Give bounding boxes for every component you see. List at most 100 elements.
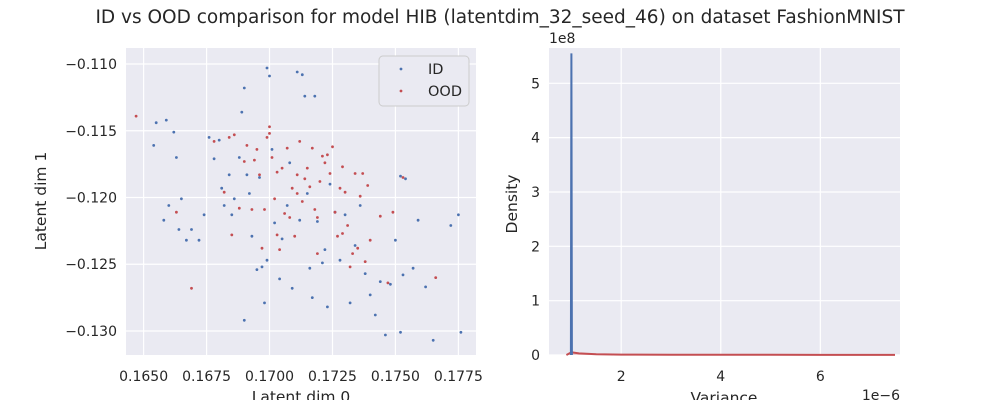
density-y-tick-label: 0 — [531, 348, 540, 364]
density-grid — [549, 48, 900, 356]
scatter-x-tick-label: 0.1675 — [182, 369, 231, 385]
point-ood — [227, 136, 231, 139]
point-ood — [134, 114, 138, 118]
point-ood — [278, 248, 281, 252]
point-ood — [353, 172, 357, 175]
density-y-tick-label: 5 — [531, 76, 540, 92]
legend-marker-id — [399, 67, 403, 71]
point-id — [389, 282, 392, 286]
point-id — [401, 273, 405, 277]
point-id — [265, 66, 269, 70]
point-ood — [263, 208, 266, 211]
point-ood — [230, 233, 234, 237]
density-x-tick-label: 6 — [816, 369, 825, 385]
point-ood — [310, 146, 314, 150]
point-ood — [303, 177, 307, 181]
point-id — [180, 197, 183, 201]
point-ood — [250, 208, 254, 211]
point-id — [431, 338, 435, 342]
density-y-multiplier: 1e8 — [549, 31, 575, 47]
scatter-points — [134, 66, 463, 342]
density-curves — [565, 53, 895, 356]
point-ood — [285, 146, 289, 150]
point-ood — [212, 140, 216, 143]
point-ood — [265, 136, 269, 139]
point-ood — [298, 140, 302, 143]
point-ood — [366, 184, 370, 187]
point-ood — [386, 281, 390, 285]
point-id — [308, 266, 312, 270]
density-y-tick-label: 1 — [531, 294, 540, 310]
density-y-tick-label: 2 — [531, 239, 540, 255]
point-ood — [331, 145, 334, 149]
point-id — [457, 213, 460, 217]
point-ood — [268, 125, 271, 129]
point-id — [323, 248, 327, 252]
scatter-x-tick-label: 0.1725 — [308, 369, 357, 385]
legend-label-ood: OOD — [428, 84, 462, 100]
point-ood — [328, 172, 332, 175]
point-ood — [341, 165, 344, 169]
point-ood — [321, 154, 324, 158]
point-id — [167, 204, 171, 207]
point-ood — [300, 200, 304, 203]
point-id — [373, 313, 377, 317]
scatter-tick-labels: 0.1650 0.1675 0.1700 0.1725 0.1750 0.1775 −0.1… — [65, 57, 483, 385]
scatter-panel: 0.1650 0.1675 0.1700 0.1725 0.1750 0.1775 −0.1… — [32, 48, 483, 400]
point-id — [240, 110, 244, 114]
point-ood — [232, 133, 236, 137]
point-id — [220, 186, 224, 190]
point-id — [273, 221, 276, 225]
density-x-axis-label: Variance — [691, 389, 758, 400]
density-y-tick-label: 3 — [531, 185, 540, 201]
point-id — [290, 286, 294, 290]
point-ood — [237, 206, 241, 210]
point-ood — [290, 186, 294, 190]
point-id — [363, 272, 367, 275]
point-ood — [260, 246, 264, 250]
point-ood — [293, 234, 297, 238]
density-x-tick-label: 4 — [716, 369, 725, 385]
density-x-multiplier: 1e−6 — [862, 388, 900, 400]
density-line-ood — [565, 351, 895, 356]
point-ood — [363, 260, 367, 263]
point-ood — [434, 276, 438, 279]
point-ood — [336, 234, 339, 238]
legend-label-id: ID — [428, 62, 443, 78]
point-ood — [305, 166, 309, 170]
point-ood — [368, 238, 372, 242]
point-ood — [361, 172, 365, 175]
point-ood — [295, 173, 299, 177]
scatter-x-tick-label: 0.1650 — [119, 369, 168, 385]
point-id — [154, 121, 158, 125]
scatter-y-tick-label: −0.115 — [65, 124, 117, 140]
point-id — [177, 228, 181, 231]
point-id — [222, 204, 226, 207]
point-ood — [275, 233, 279, 237]
point-id — [399, 330, 402, 334]
point-id — [295, 70, 299, 74]
scatter-y-tick-label: −0.125 — [65, 257, 117, 273]
point-ood — [356, 246, 360, 250]
point-ood — [358, 194, 362, 198]
point-id — [232, 197, 236, 201]
point-id — [245, 173, 249, 177]
point-id — [268, 74, 271, 78]
point-id — [328, 182, 332, 186]
point-ood — [346, 224, 349, 227]
point-ood — [333, 210, 337, 214]
point-ood — [222, 190, 226, 194]
point-id — [212, 157, 216, 161]
scatter-y-axis-label: Latent dim 1 — [32, 152, 50, 251]
point-id — [242, 86, 246, 90]
point-id — [326, 305, 329, 309]
point-ood — [323, 161, 327, 165]
scatter-x-tick-label: 0.1775 — [434, 369, 483, 385]
point-ood — [348, 265, 352, 269]
scatter-y-tick-label: −0.130 — [65, 324, 117, 340]
point-id — [394, 238, 397, 242]
point-id — [175, 156, 178, 159]
point-ood — [295, 192, 299, 195]
point-id — [265, 258, 269, 262]
